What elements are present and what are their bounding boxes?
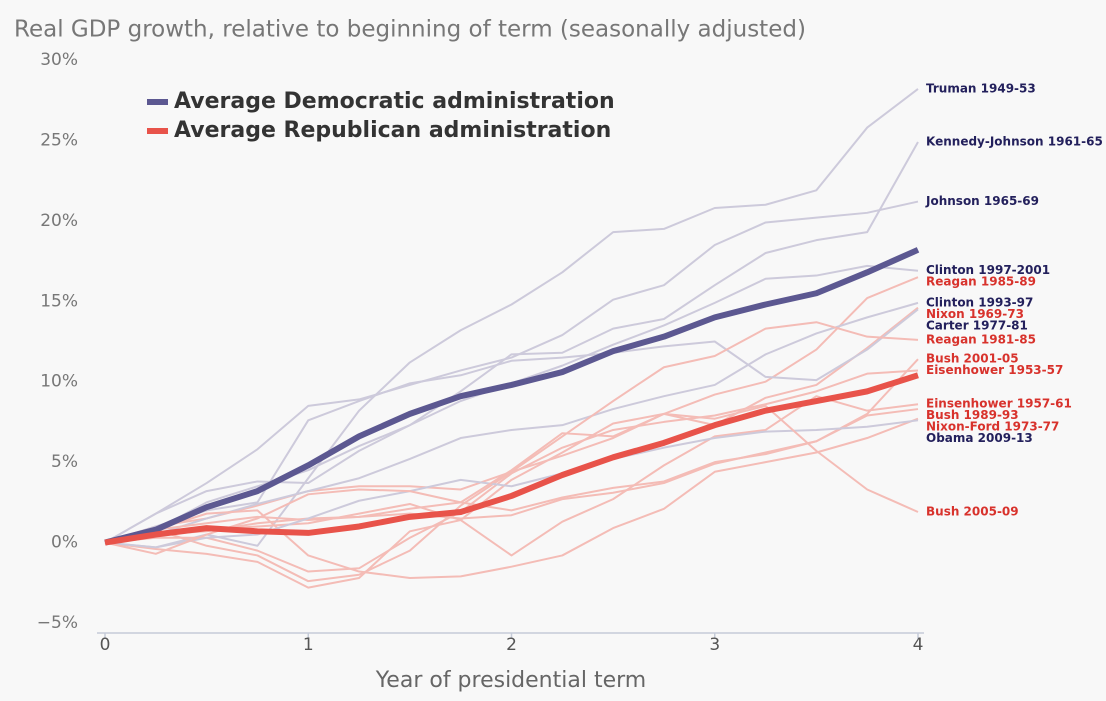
y-tick-label: 30%: [40, 50, 78, 70]
line-end-label: Einsenhower 1957-61: [926, 397, 1072, 411]
x-tick-label: 1: [303, 635, 314, 655]
y-tick-label: 5%: [51, 452, 78, 472]
term-line: [104, 200, 919, 544]
line-end-label: Truman 1949-53: [926, 81, 1036, 95]
term-line: [104, 417, 919, 579]
line-end-label: Nixon-Ford 1973-77: [926, 420, 1059, 434]
average-line: [104, 372, 919, 546]
legend-label: Average Republican administration: [174, 118, 611, 143]
line-end-label: Bush 1989-93: [926, 408, 1019, 422]
y-tick-label: 10%: [40, 372, 78, 392]
legend-label: Average Democratic administration: [174, 89, 615, 114]
term-line: [104, 308, 919, 544]
line-end-label: Nixon 1969-73: [926, 307, 1024, 321]
line-end-label: Kennedy-Johnson 1961-65: [926, 135, 1103, 149]
term-line: [104, 141, 919, 544]
x-tick-label: 3: [709, 635, 720, 655]
term-line: [104, 358, 919, 544]
line-end-label: Reagan 1985-89: [926, 275, 1036, 289]
y-tick-label: 15%: [40, 291, 78, 311]
average-line: [104, 247, 920, 546]
term-line: [104, 321, 919, 583]
line-end-label: Clinton 1997-2001: [926, 263, 1050, 277]
line-end-label: Reagan 1981-85: [926, 332, 1036, 346]
chart-title: Real GDP growth, relative to beginning o…: [14, 17, 806, 43]
y-tick-label: 0%: [51, 533, 78, 553]
term-line: [104, 369, 919, 573]
y-tick-label: 25%: [40, 130, 78, 150]
term-line: [104, 408, 919, 544]
line-end-label: Carter 1977-81: [926, 318, 1028, 332]
term-line: [104, 404, 919, 555]
y-tick-label: 20%: [40, 211, 78, 231]
line-end-label: Bush 2001-05: [926, 352, 1019, 366]
x-tick-label: 0: [100, 635, 111, 655]
line-end-label: Johnson 1965-69: [925, 194, 1039, 208]
term-line: [104, 395, 919, 589]
x-tick-label: 4: [913, 635, 924, 655]
line-end-label: Clinton 1993-97: [926, 295, 1033, 309]
term-line: [104, 301, 919, 544]
line-end-label: Eisenhower 1953-57: [926, 363, 1063, 377]
term-line: [104, 419, 919, 549]
x-axis-label: Year of presidential term: [375, 668, 646, 693]
line-end-label: Bush 2005-09: [926, 505, 1019, 519]
term-line: [104, 88, 919, 549]
x-tick-label: 2: [506, 635, 517, 655]
y-tick-label: −5%: [37, 613, 78, 633]
line-end-label: Obama 2009-13: [926, 431, 1033, 445]
